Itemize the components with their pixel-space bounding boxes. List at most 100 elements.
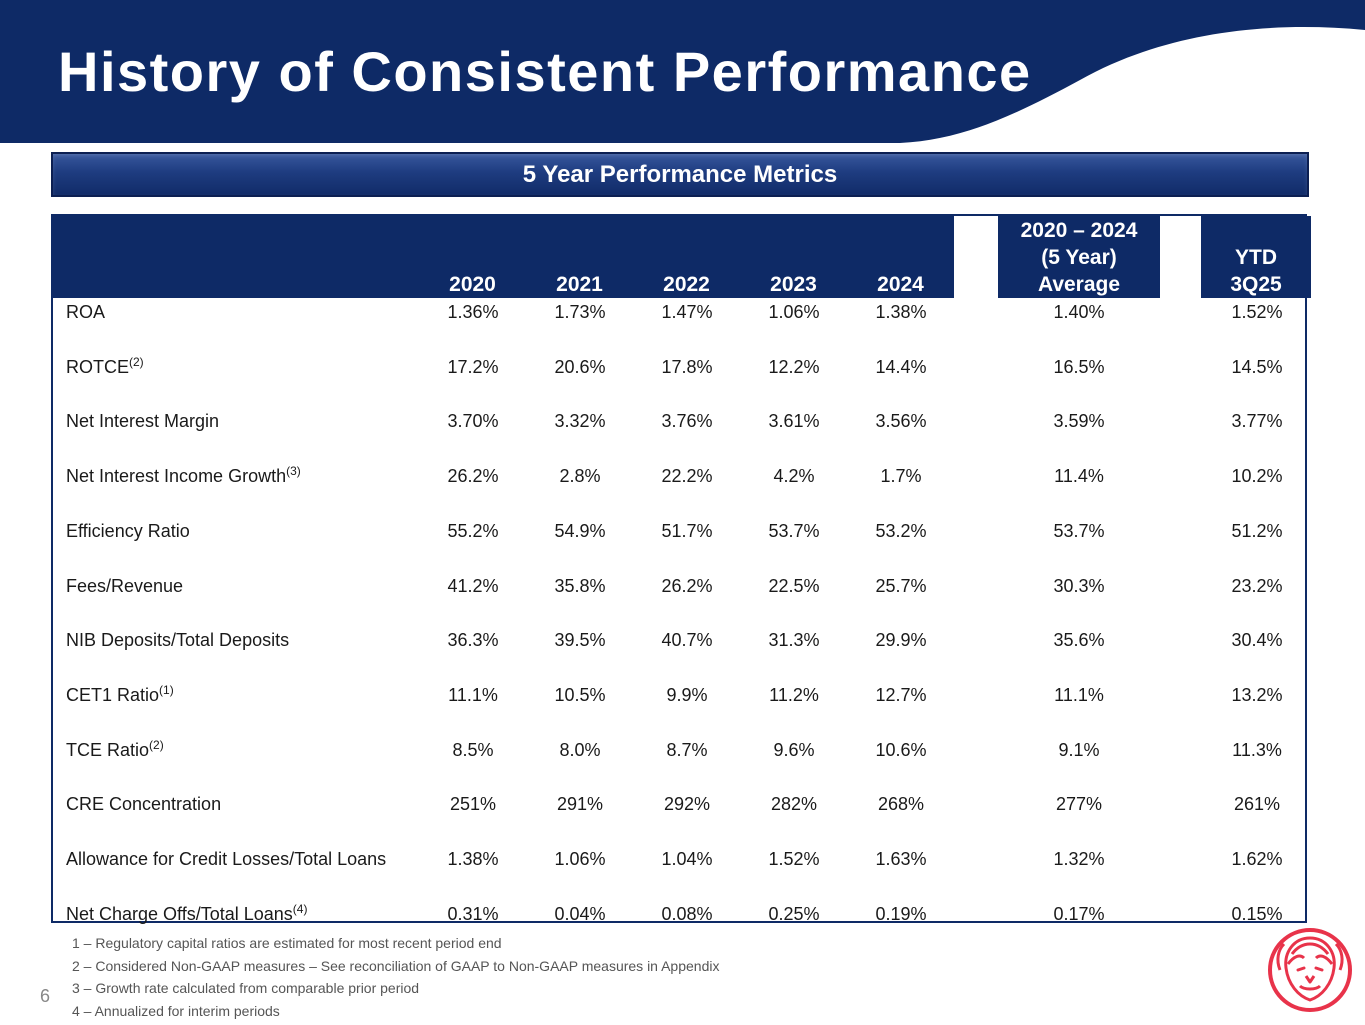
table-row: Fees/Revenue 41.2% 35.8% 26.2% 22.5% 25.7% 30.…: [53, 574, 1309, 604]
row-label-text: Efficiency Ratio: [66, 520, 190, 541]
column-header-4: 2023: [740, 216, 847, 298]
row-label: Allowance for Credit Losses/Total Loans: [66, 847, 386, 871]
column-header-line: 2021: [556, 273, 603, 296]
column-header-line: Average: [1037, 273, 1121, 296]
column-header-1: 2020: [419, 216, 526, 298]
column-header-line: 2024: [877, 273, 924, 296]
row-label-text: Allowance for Credit Losses/Total Loans: [66, 849, 387, 869]
table-cell: 261%: [1233, 794, 1281, 815]
table-row: NIB Deposits/Total Deposits 36.3% 39.5% 40.…: [53, 628, 1309, 658]
table-cell: 8.0%: [559, 739, 601, 760]
table-cell: 292%: [663, 794, 711, 815]
row-label: CET1 Ratio(1): [66, 683, 174, 707]
table-row: Net Charge Offs/Total Loans(4) 0.31% 0.04%…: [53, 902, 1309, 932]
table-cell: 3.59%: [1053, 411, 1105, 432]
table-cell: 51.7%: [661, 520, 713, 541]
table-cell: 9.1%: [1058, 739, 1100, 760]
table-cell: 8.5%: [452, 739, 494, 760]
column-header-2: 2021: [526, 216, 633, 298]
table-cell: 4.2%: [773, 466, 815, 487]
table-cell: 10.2%: [1231, 466, 1283, 487]
table-cell: 3.77%: [1231, 411, 1283, 432]
table-cell: 11.4%: [1054, 466, 1104, 487]
banner-title: 5 Year Performance Metrics: [522, 161, 838, 188]
table-cell: 40.7%: [661, 630, 713, 651]
row-label: TCE Ratio(2): [66, 738, 164, 762]
footnote-4: 4 – Annualized for interim periods: [72, 1003, 280, 1020]
table-cell: 11.1%: [1054, 684, 1104, 705]
footnote-1: 1 – Regulatory capital ratios are estima…: [72, 935, 502, 951]
table-cell: 9.9%: [666, 684, 708, 705]
table-cell: 1.38%: [875, 302, 927, 322]
footnote-ref: (4): [292, 901, 308, 916]
row-label: CRE Concentration: [66, 792, 221, 816]
table-cell: 1.62%: [1231, 849, 1283, 869]
table-cell: 51.2%: [1231, 520, 1283, 541]
row-label-text: CRE Concentration: [66, 794, 222, 815]
table-cell: 0.25%: [768, 903, 820, 924]
table-row: Net Interest Margin 3.70% 3.32% 3.76% 3.61% 3…: [53, 409, 1309, 439]
table-cell: 0.19%: [875, 903, 927, 924]
table-cell: 3.61%: [768, 411, 820, 432]
column-header-3: 2022: [633, 216, 740, 298]
footnote-3: 3 – Growth rate calculated from comparab…: [72, 980, 420, 997]
table-cell: 291%: [556, 794, 604, 815]
table-cell: 53.2%: [875, 520, 927, 541]
table-cell: 1.52%: [768, 849, 820, 869]
table-row: ROA 1.36% 1.73% 1.47% 1.06% 1.38% 1.40% 1.52%: [53, 300, 1309, 330]
table-cell: 1.52%: [1231, 302, 1283, 322]
table-cell: 2.8%: [559, 466, 601, 487]
table-cell: 11.1%: [448, 684, 498, 705]
lion-head-icon: [1264, 924, 1356, 1021]
table-cell: 1.38%: [447, 849, 499, 869]
table-cell: 1.47%: [661, 302, 713, 322]
table-cell: 1.32%: [1053, 849, 1105, 869]
table-cell: 41.2%: [447, 575, 499, 596]
table-cell: 26.2%: [661, 575, 713, 596]
section-banner: 5 Year Performance Metrics: [51, 152, 1309, 197]
table-cell: 29.9%: [875, 630, 927, 651]
row-label: ROTCE(2): [66, 355, 144, 379]
row-label: Net Interest Margin: [66, 409, 219, 433]
table-cell: 1.06%: [768, 302, 820, 322]
table-cell: 3.56%: [875, 411, 927, 432]
table-cell: 11.3%: [1232, 739, 1282, 760]
page-number: 6: [40, 986, 51, 1006]
table-cell: 277%: [1055, 794, 1103, 815]
table-cell: 30.4%: [1231, 630, 1283, 651]
row-label: ROA: [66, 300, 105, 324]
header-band: History of Consistent Performance: [0, 0, 1365, 150]
table-cell: 1.36%: [447, 302, 499, 322]
table-cell: 36.3%: [447, 630, 499, 651]
row-label-text: CET1 Ratio: [66, 684, 160, 705]
column-header-line: 3Q25: [1230, 273, 1282, 296]
table-cell: 1.7%: [880, 466, 922, 487]
row-label-text: TCE Ratio: [66, 739, 150, 760]
row-label-text: Fees/Revenue: [66, 575, 184, 596]
table-cell: 12.7%: [875, 684, 927, 705]
row-label-text: ROA: [66, 302, 106, 322]
column-header-7: YTD 3Q25: [1201, 216, 1311, 298]
row-label-text: NIB Deposits/Total Deposits: [66, 630, 290, 651]
table-cell: 53.7%: [1053, 520, 1105, 541]
row-label-text: ROTCE: [66, 356, 129, 377]
table-cell: 3.76%: [661, 411, 713, 432]
row-label: Fees/Revenue: [66, 574, 183, 598]
table-cell: 0.31%: [447, 903, 499, 924]
table-cell: 11.2%: [769, 684, 819, 705]
table-cell: 14.5%: [1231, 356, 1283, 377]
table-cell: 23.2%: [1231, 575, 1283, 596]
table-cell: 14.4%: [875, 356, 927, 377]
table-cell: 22.2%: [661, 466, 713, 487]
table-cell: 20.6%: [554, 356, 606, 377]
table-cell: 17.2%: [447, 356, 499, 377]
table-cell: 282%: [770, 794, 818, 815]
column-header-line: 2022: [663, 273, 710, 296]
footnotes: 1 – Regulatory capital ratios are estima…: [72, 934, 719, 1025]
table-cell: 35.6%: [1053, 630, 1105, 651]
table-cell: 3.32%: [554, 411, 606, 432]
column-header-line: 2020: [449, 273, 496, 296]
table-row: Efficiency Ratio 55.2% 54.9% 51.7% 53.7% 53.2…: [53, 519, 1309, 549]
row-label-text: Net Interest Margin: [66, 411, 220, 432]
table-row: Net Interest Income Growth(3) 26.2% 2.8% 22…: [53, 464, 1309, 494]
